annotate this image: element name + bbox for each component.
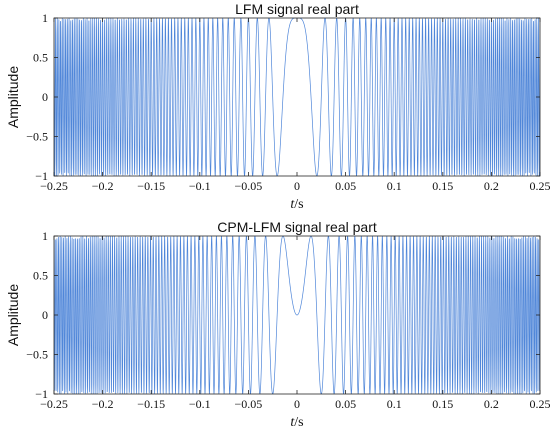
cpm-lfm-x-axis-label: t/s: [290, 415, 303, 430]
cpm-lfm-y-tick-label: −1: [35, 387, 48, 401]
cpm-lfm-x-axis-label-var: t: [290, 415, 295, 430]
cpm-lfm-x-tick-label: −0.15: [137, 397, 165, 411]
lfm-x-axis-label: t/s: [290, 197, 303, 212]
cpm-lfm-x-tick-label: −0.05: [235, 397, 263, 411]
lfm-x-tick-label: −0.05: [235, 179, 263, 193]
cpm-lfm-x-tick-label: 0.1: [387, 397, 402, 411]
cpm-lfm-y-tick-label: 0.5: [33, 269, 48, 283]
lfm-series-line: [54, 18, 540, 176]
cpm-lfm-chart: −0.25 −0.2 −0.15 −0.1 −0.05 0 0.05 0.1 0.15 0.2 0.…: [5, 219, 550, 430]
lfm-y-axis-label: Amplitude: [5, 66, 21, 128]
cpm-lfm-x-tick-label: 0.2: [484, 397, 499, 411]
lfm-chart-title: LFM signal real part: [235, 1, 359, 17]
lfm-y-tick-label: −0.5: [26, 130, 48, 144]
cpm-lfm-x-tick-label: 0.25: [530, 397, 550, 411]
lfm-y-tick-label: 0.5: [33, 51, 48, 65]
lfm-y-tick-label: 0: [42, 90, 48, 104]
cpm-lfm-x-tick-label: 0.05: [335, 397, 356, 411]
cpm-lfm-x-axis-label-unit: /s: [294, 415, 303, 430]
cpm-lfm-y-tick-label: −0.5: [26, 348, 48, 362]
lfm-x-tick-label: 0.1: [387, 179, 402, 193]
lfm-x-tick-label: 0.25: [530, 179, 550, 193]
lfm-x-tick-label: −0.1: [189, 179, 211, 193]
lfm-y-tick-label: 1: [42, 11, 48, 25]
lfm-chart: −0.25 −0.2 −0.15 −0.1 −0.05 0 0.05 0.1 0.15 0.2 0.…: [5, 1, 550, 212]
lfm-x-axis-label-unit: /s: [294, 197, 303, 212]
lfm-x-tick-label: 0.2: [484, 179, 499, 193]
lfm-x-tick-label: 0.05: [335, 179, 356, 193]
lfm-y-tick-label: −1: [35, 169, 48, 183]
cpm-lfm-chart-title: CPM-LFM signal real part: [217, 219, 377, 235]
cpm-lfm-y-axis-label: Amplitude: [5, 284, 21, 346]
lfm-x-tick-label: 0.15: [432, 179, 453, 193]
cpm-lfm-x-tick-label: −0.2: [92, 397, 114, 411]
lfm-x-tick-label: −0.15: [137, 179, 165, 193]
lfm-x-tick-label: −0.2: [92, 179, 114, 193]
cpm-lfm-x-tick-label: 0: [294, 397, 300, 411]
cpm-lfm-series-line: [54, 236, 540, 394]
lfm-x-tick-label: −0.25: [40, 179, 68, 193]
cpm-lfm-x-tick-label: 0.15: [432, 397, 453, 411]
cpm-lfm-x-tick-label: −0.1: [189, 397, 211, 411]
cpm-lfm-x-tick-label: −0.25: [40, 397, 68, 411]
cpm-lfm-y-tick-label: 0: [42, 308, 48, 322]
lfm-x-axis-label-var: t: [290, 197, 295, 212]
lfm-x-tick-label: 0: [294, 179, 300, 193]
cpm-lfm-y-tick-label: 1: [42, 229, 48, 243]
